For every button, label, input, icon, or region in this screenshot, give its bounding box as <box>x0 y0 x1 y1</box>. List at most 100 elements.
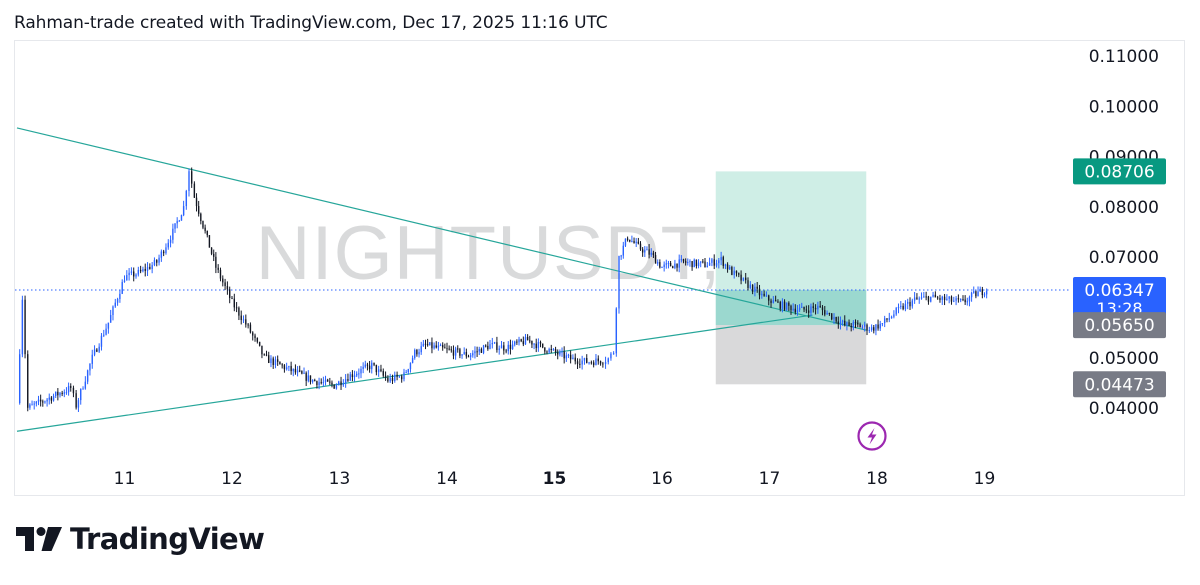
candle-body <box>557 352 559 355</box>
candle-body <box>738 273 740 275</box>
candle-body <box>364 364 366 367</box>
candle-body <box>454 348 457 356</box>
candle-body <box>672 266 674 269</box>
candle-body <box>569 354 572 360</box>
candle-body <box>349 374 351 381</box>
candle-body <box>235 307 238 309</box>
candle-body <box>496 342 498 351</box>
candle-body <box>615 308 618 354</box>
candle-body <box>877 324 879 329</box>
entry-price-box <box>1073 312 1166 339</box>
candle-body <box>756 286 758 289</box>
candle-body <box>252 332 254 336</box>
candle-body <box>711 259 713 263</box>
target-price-box <box>1073 158 1166 185</box>
candle-body <box>249 324 252 333</box>
lightning-icon[interactable] <box>857 421 887 451</box>
target-price-label: 0.08706 <box>1084 162 1154 182</box>
candle-body <box>493 342 496 344</box>
time-axis[interactable]: 11 12 13 14 15 16 17 18 19 <box>114 469 996 489</box>
candle-body <box>567 354 570 356</box>
candle-body <box>678 259 680 268</box>
candle-body <box>629 239 631 242</box>
candle-body <box>970 292 973 298</box>
candle-body <box>979 289 981 292</box>
candle-body <box>724 264 727 266</box>
candle-body <box>864 324 866 327</box>
candle-body <box>114 302 116 307</box>
candle-body <box>144 269 146 271</box>
candle-body <box>424 343 427 345</box>
candle-body <box>331 382 333 385</box>
candle-body <box>256 337 259 342</box>
candle-body <box>595 358 597 366</box>
candle-body <box>80 388 82 401</box>
candle-body <box>888 318 890 320</box>
candle-body <box>29 404 31 408</box>
candle-body <box>546 351 548 353</box>
candle-body <box>35 401 38 404</box>
candle-body <box>446 348 448 350</box>
entry-price-label: 0.05650 <box>1084 316 1154 336</box>
candle-body <box>333 384 335 389</box>
candle-body <box>396 374 398 377</box>
candle-body <box>607 358 609 363</box>
triangle-trendlines[interactable] <box>16 127 867 432</box>
candle-body <box>200 213 202 222</box>
candle-body <box>805 309 808 311</box>
candle-body <box>848 322 850 326</box>
candle-body <box>52 395 55 401</box>
stop-price-label: 0.04473 <box>1084 375 1154 395</box>
candle-body <box>116 298 119 303</box>
candle-body <box>61 392 63 394</box>
candle-body <box>975 291 977 297</box>
tradingview-brand[interactable]: TradingView <box>16 522 265 556</box>
candle-body <box>733 270 735 275</box>
candle-body <box>516 341 518 343</box>
candle-body <box>704 261 706 268</box>
candle-body <box>680 259 683 261</box>
candle-body <box>897 306 900 309</box>
candle-body <box>128 272 130 276</box>
candle-body <box>303 372 305 374</box>
candle-body <box>344 379 347 384</box>
candle-body <box>288 366 290 368</box>
candle-body <box>27 354 29 408</box>
candle-body <box>162 251 165 254</box>
candle-body <box>398 376 401 378</box>
chart-attribution: Rahman-trade created with TradingView.co… <box>14 13 608 33</box>
candle-body <box>281 364 283 366</box>
candle-body <box>109 315 112 323</box>
candle-body <box>890 316 893 319</box>
candle-body <box>772 300 775 303</box>
candle-body <box>435 345 437 348</box>
candle-body <box>713 259 715 266</box>
candle-body <box>541 343 544 348</box>
candle-body <box>55 391 57 396</box>
candle-body <box>96 349 98 352</box>
candle-body <box>821 307 824 311</box>
candle-body <box>948 296 950 299</box>
candle-body <box>439 345 442 347</box>
price-axis[interactable]: 0.110000.100000.090000.080000.070000.050… <box>1089 47 1159 419</box>
candle-body <box>592 362 595 366</box>
candle-body <box>794 308 796 313</box>
candle-body <box>377 369 380 373</box>
candle-body <box>465 352 468 357</box>
candle-body <box>461 354 463 356</box>
candle-body <box>70 386 72 388</box>
candle-body <box>437 345 440 348</box>
candle-body <box>576 361 579 364</box>
candle-body <box>934 294 937 298</box>
candle-body <box>347 379 349 381</box>
candle-body <box>362 366 364 369</box>
candle-body <box>563 351 565 359</box>
candle-body <box>208 235 211 248</box>
candle-body <box>459 349 461 356</box>
candle-body <box>444 347 446 349</box>
long-position-zones[interactable] <box>715 171 867 385</box>
candle-body <box>351 374 354 378</box>
candle-body <box>360 368 362 374</box>
candle-body <box>531 340 533 345</box>
